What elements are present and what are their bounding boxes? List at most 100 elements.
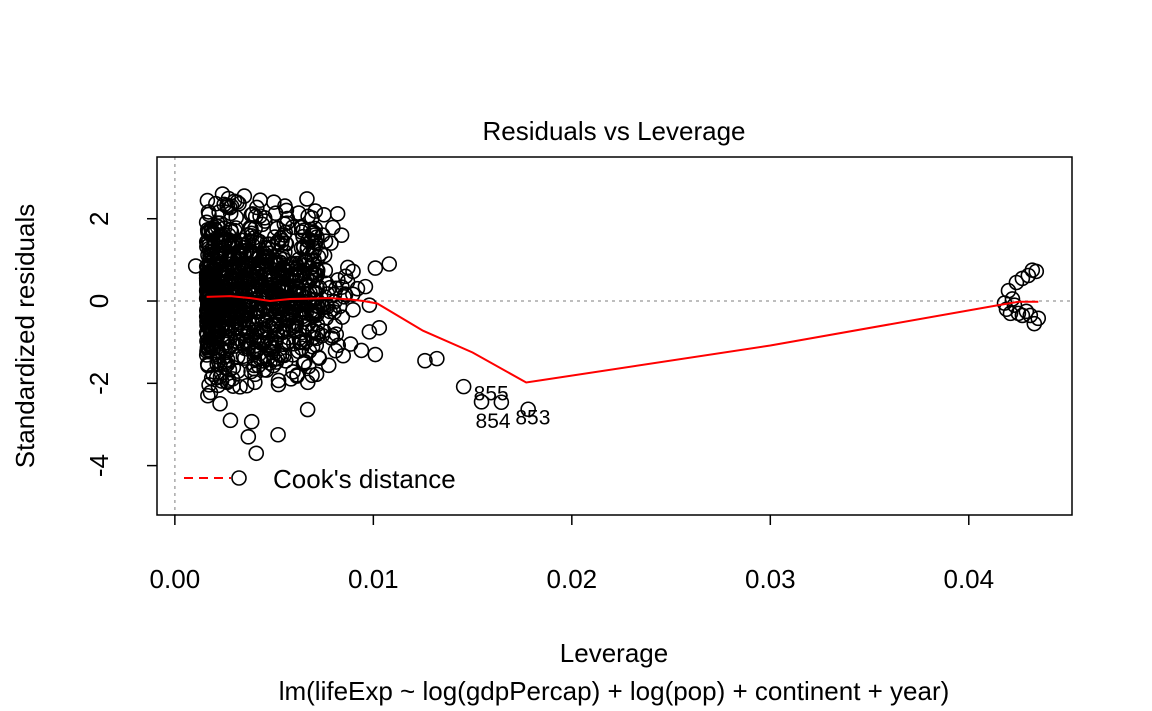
- data-point: [230, 301, 246, 317]
- data-point: [306, 305, 323, 322]
- data-point: [248, 332, 265, 349]
- data-point: [292, 334, 308, 351]
- data-point: [243, 413, 260, 430]
- data-point: [263, 339, 280, 356]
- y-tick-label: 2: [84, 211, 114, 225]
- data-point: [289, 367, 305, 383]
- data-point: [324, 327, 341, 344]
- data-point: [202, 336, 219, 352]
- data-point: [214, 186, 231, 202]
- data-point: [248, 342, 264, 359]
- data-point: [270, 376, 287, 393]
- data-point: [256, 353, 272, 369]
- data-point: [287, 279, 304, 296]
- data-point: [224, 301, 241, 317]
- data-point: [327, 342, 344, 359]
- data-point: [237, 311, 254, 328]
- data-point: [247, 366, 263, 383]
- data-point: [277, 235, 294, 251]
- data-point: [299, 191, 315, 207]
- data-point: [236, 239, 252, 256]
- data-point: [381, 256, 398, 272]
- data-point: [258, 266, 274, 283]
- data-point: [213, 264, 230, 281]
- data-point: [257, 213, 273, 229]
- data-point: [216, 196, 232, 213]
- data-point: [211, 316, 227, 333]
- y-tick-label: 0: [84, 294, 114, 308]
- data-point: [1014, 307, 1031, 324]
- data-point: [209, 242, 226, 259]
- data-point: [1026, 315, 1043, 332]
- x-tick-label: 0.01: [348, 564, 399, 594]
- data-point: [262, 270, 278, 286]
- y-axis-label: Standardized residuals: [10, 204, 40, 469]
- data-point: [215, 349, 232, 366]
- data-point: [371, 319, 388, 336]
- data-point: [349, 280, 366, 297]
- data-point: [1020, 267, 1037, 284]
- data-point: [274, 347, 290, 364]
- data-point: [256, 362, 272, 378]
- data-point: [267, 205, 284, 222]
- data-point: [310, 249, 327, 265]
- data-point: [309, 303, 326, 320]
- smoother-line: [206, 295, 1039, 384]
- data-point: [287, 268, 304, 284]
- data-point: [269, 326, 286, 343]
- data-point: [203, 307, 220, 323]
- data-point: [243, 207, 260, 223]
- data-point: [246, 287, 263, 303]
- data-point: [330, 272, 346, 288]
- data-point: [329, 205, 346, 222]
- data-point: [198, 290, 215, 307]
- data-point: [210, 377, 227, 394]
- data-point: [367, 260, 384, 276]
- data-point: [298, 269, 315, 286]
- data-point: [320, 357, 337, 374]
- data-point: [429, 350, 445, 367]
- data-point: [228, 209, 244, 226]
- data-point: [417, 352, 433, 369]
- chart-overlay: 855 854 853 0.00 0.01 0.02 0.03 0.04 -4 -2 0 2: [84, 156, 1073, 594]
- data-point: [208, 222, 224, 238]
- legend-label: Cook's distance: [273, 464, 456, 494]
- data-point: [257, 312, 274, 328]
- data-point: [300, 358, 317, 375]
- data-point: [1028, 263, 1045, 280]
- plot-frame: [156, 156, 1073, 516]
- data-point: [200, 224, 216, 240]
- data-point: [272, 254, 288, 271]
- data-point: [311, 350, 328, 366]
- data-point: [248, 294, 265, 311]
- labeled-data-point: [473, 394, 490, 410]
- data-point: [237, 272, 254, 289]
- data-point: [270, 426, 286, 443]
- data-point: [226, 310, 243, 327]
- data-point: [1006, 297, 1023, 313]
- x-axis-label: Leverage: [560, 638, 668, 668]
- plot-area: [157, 157, 1072, 515]
- data-point: [211, 250, 227, 266]
- data-point: [285, 364, 301, 380]
- data-point: [212, 395, 228, 412]
- data-point: [288, 261, 304, 278]
- data-point: [230, 363, 246, 379]
- data-point: [237, 334, 254, 350]
- data-point: [226, 193, 243, 210]
- data-point: [268, 316, 284, 333]
- data-point: [361, 324, 378, 340]
- data-point: [308, 366, 325, 383]
- data-point: [232, 244, 248, 261]
- data-point: [306, 252, 322, 268]
- data-point: [287, 300, 303, 317]
- data-point: [187, 258, 204, 274]
- data-point: [216, 342, 232, 359]
- data-point: [226, 338, 243, 354]
- data-point: [335, 347, 351, 364]
- data-point: [290, 205, 307, 221]
- data-point: [248, 445, 265, 462]
- data-point: [236, 188, 253, 204]
- data-point: [202, 286, 219, 303]
